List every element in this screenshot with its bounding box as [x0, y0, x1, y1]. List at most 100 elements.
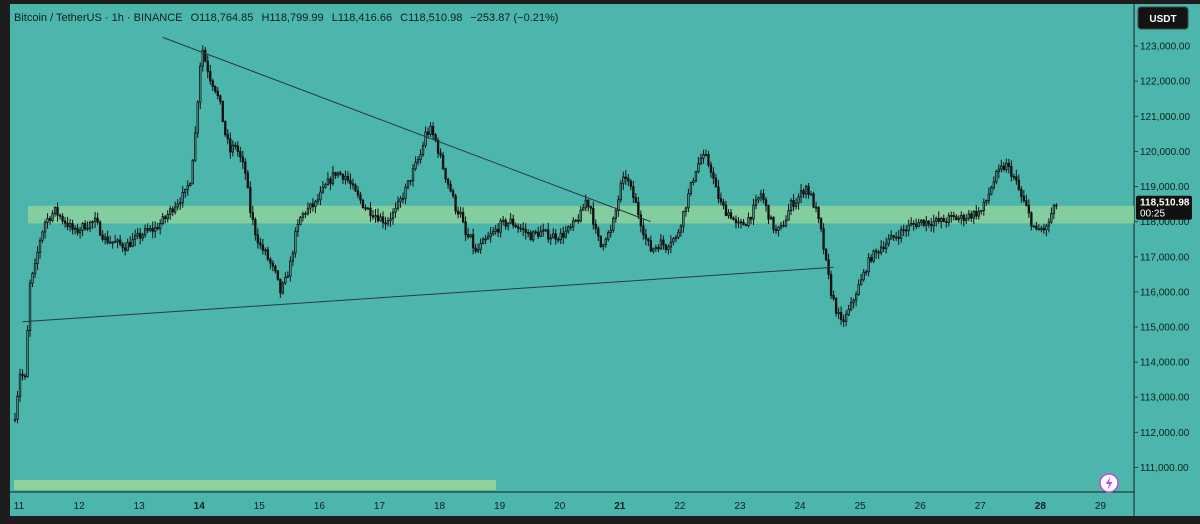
candle-body-up: [784, 219, 788, 227]
candle-body-down: [224, 121, 227, 136]
candle: [23, 373, 27, 380]
candle: [1010, 160, 1013, 182]
candle-body-up: [28, 282, 32, 331]
candle: [910, 217, 913, 227]
candle-body-up: [291, 252, 295, 262]
candle-body-down: [1030, 212, 1033, 227]
lightning-icon[interactable]: [1099, 473, 1119, 493]
candle-body-up: [404, 186, 407, 199]
candle-body-down: [624, 176, 627, 179]
candle: [366, 206, 370, 210]
plot-area[interactable]: [10, 4, 1134, 492]
candle-body-up: [559, 232, 562, 240]
candle: [441, 151, 445, 171]
candle: [844, 310, 848, 327]
candle-body-down: [446, 178, 450, 185]
candle-body-down: [774, 229, 778, 232]
candle: [869, 254, 873, 264]
time-axis[interactable]: [10, 492, 1134, 516]
candle-body-up: [491, 231, 495, 235]
candle-body-down: [229, 138, 232, 153]
candle-body-down: [897, 236, 900, 239]
candle: [884, 237, 888, 254]
candle-body-down: [970, 213, 973, 219]
candle-body-down: [592, 207, 595, 225]
candle: [471, 228, 475, 255]
candle-body-down: [334, 172, 337, 176]
candle: [91, 220, 94, 229]
candle: [754, 194, 758, 210]
candle-body-up: [957, 217, 960, 220]
candle-body-down: [729, 212, 733, 219]
candle: [737, 216, 740, 229]
candle-body-up: [584, 199, 587, 209]
candle: [887, 234, 890, 247]
candle-body-down: [371, 215, 375, 218]
candle: [912, 220, 915, 231]
candle-body-down: [96, 217, 99, 223]
time-tick-label: 23: [734, 501, 746, 512]
candle-body-down: [707, 154, 710, 166]
candle-body-down: [642, 225, 645, 236]
candle: [374, 209, 377, 223]
candle: [76, 223, 79, 236]
candle-body-up: [920, 219, 923, 223]
candle: [369, 202, 372, 222]
candle-body-down: [63, 220, 67, 224]
candle: [256, 228, 260, 249]
candle-body-down: [714, 177, 718, 188]
candle-body-up: [86, 227, 89, 230]
candle-body-up: [309, 203, 312, 209]
candle-body-up: [319, 191, 322, 201]
candle-body-down: [101, 234, 104, 240]
symbol-label[interactable]: Bitcoin / TetherUS · 1h · BINANCE O118,7…: [14, 12, 558, 24]
candle-body-down: [832, 295, 835, 299]
candle-body-up: [997, 168, 1000, 173]
candle-body-up: [231, 144, 234, 153]
candle-body-down: [534, 231, 537, 234]
candle: [489, 226, 492, 243]
candle: [627, 174, 630, 186]
candle-body-down: [356, 190, 360, 196]
candle-body-up: [910, 222, 913, 226]
candle-body-down: [76, 227, 79, 234]
candle: [1042, 223, 1046, 234]
candle-body-up: [1052, 204, 1056, 214]
lower-trendline[interactable]: [22, 266, 834, 323]
candle: [1040, 225, 1043, 233]
candle-body-down: [21, 373, 24, 377]
candle: [186, 180, 189, 196]
candle: [799, 183, 803, 204]
candle-body-up: [411, 168, 415, 181]
price-tick-label: 117,000.00: [1140, 252, 1190, 263]
time-tick-label: 13: [134, 501, 146, 512]
candle-body-down: [807, 185, 810, 195]
price-tick-label: 113,000.00: [1140, 393, 1190, 404]
ohlc-change: −253.87 (−0.21%): [470, 12, 558, 24]
candle: [759, 189, 763, 202]
candle: [474, 243, 477, 254]
candle-body-down: [589, 206, 592, 209]
candle-body-up: [682, 211, 685, 227]
candle-body-up: [895, 236, 898, 239]
candle: [289, 256, 292, 282]
candle: [664, 243, 668, 253]
candle-body-up: [932, 220, 935, 227]
candle-body-up: [51, 213, 54, 221]
candle: [564, 225, 567, 239]
candle-body-up: [552, 233, 555, 239]
candle: [306, 202, 310, 216]
candle: [684, 206, 688, 217]
currency-button[interactable]: USDT: [1137, 6, 1189, 30]
candle: [349, 173, 352, 190]
candle: [304, 211, 307, 219]
candle: [331, 165, 335, 186]
price-axis[interactable]: [1134, 4, 1200, 516]
candle-body-up: [889, 235, 893, 240]
candle-body-up: [692, 180, 695, 183]
upper-trendline[interactable]: [162, 36, 652, 223]
candle: [1002, 162, 1006, 172]
candle: [542, 223, 545, 237]
candle: [1000, 159, 1003, 173]
